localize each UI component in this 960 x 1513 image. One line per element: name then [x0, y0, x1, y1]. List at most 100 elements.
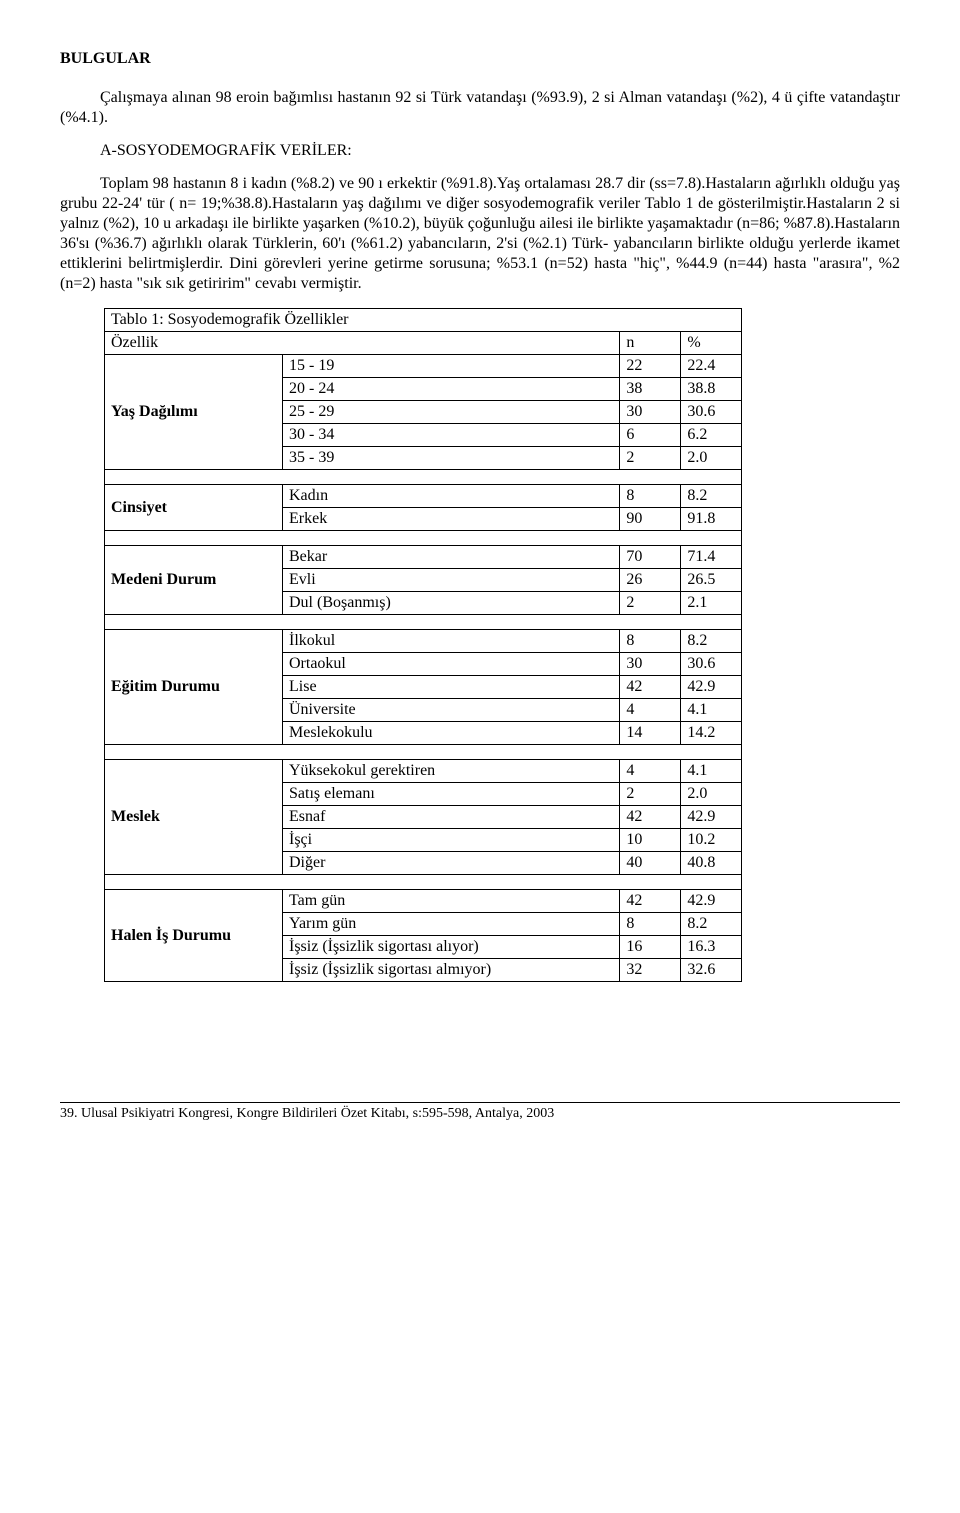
category-cell: Dul (Boşanmış): [283, 592, 620, 615]
group-label: Halen İş Durumu: [105, 890, 283, 982]
n-cell: 30: [620, 401, 681, 424]
paragraph-body: Toplam 98 hastanın 8 i kadın (%8.2) ve 9…: [60, 174, 900, 294]
category-cell: Satış elemanı: [283, 783, 620, 806]
n-cell: 22: [620, 355, 681, 378]
table-row: Eğitim Durumuİlkokul88.2: [105, 630, 742, 653]
pct-cell: 26.5: [681, 569, 742, 592]
table-title: Tablo 1: Sosyodemografik Özellikler: [105, 309, 742, 332]
n-cell: 8: [620, 913, 681, 936]
n-cell: 6: [620, 424, 681, 447]
n-cell: 32: [620, 959, 681, 982]
group-label: Meslek: [105, 760, 283, 875]
table-col-feature: Özellik: [105, 332, 620, 355]
pct-cell: 2.1: [681, 592, 742, 615]
table-row: MeslekYüksekokul gerektiren44.1: [105, 760, 742, 783]
pct-cell: 16.3: [681, 936, 742, 959]
pct-cell: 8.2: [681, 485, 742, 508]
group-label: Yaş Dağılımı: [105, 355, 283, 470]
page-footer: 39. Ulusal Psikiyatri Kongresi, Kongre B…: [60, 1102, 900, 1122]
pct-cell: 32.6: [681, 959, 742, 982]
pct-cell: 91.8: [681, 508, 742, 531]
n-cell: 4: [620, 760, 681, 783]
n-cell: 10: [620, 829, 681, 852]
category-cell: Tam gün: [283, 890, 620, 913]
subsection-heading: A-SOSYODEMOGRAFİK VERİLER:: [60, 142, 900, 160]
n-cell: 16: [620, 936, 681, 959]
category-cell: Erkek: [283, 508, 620, 531]
n-cell: 2: [620, 447, 681, 470]
category-cell: Evli: [283, 569, 620, 592]
n-cell: 2: [620, 783, 681, 806]
table-row: Yaş Dağılımı15 - 192222.4: [105, 355, 742, 378]
category-cell: 20 - 24: [283, 378, 620, 401]
spacer-row: [105, 531, 742, 546]
table-col-n: n: [620, 332, 681, 355]
category-cell: Meslekokulu: [283, 722, 620, 745]
n-cell: 90: [620, 508, 681, 531]
n-cell: 42: [620, 806, 681, 829]
group-label: Medeni Durum: [105, 546, 283, 615]
group-label: Eğitim Durumu: [105, 630, 283, 745]
category-cell: 15 - 19: [283, 355, 620, 378]
category-cell: İşsiz (İşsizlik sigortası alıyor): [283, 936, 620, 959]
pct-cell: 42.9: [681, 806, 742, 829]
spacer-row: [105, 470, 742, 485]
n-cell: 42: [620, 676, 681, 699]
pct-cell: 10.2: [681, 829, 742, 852]
pct-cell: 4.1: [681, 760, 742, 783]
category-cell: 35 - 39: [283, 447, 620, 470]
n-cell: 4: [620, 699, 681, 722]
spacer-row: [105, 615, 742, 630]
pct-cell: 2.0: [681, 783, 742, 806]
category-cell: 30 - 34: [283, 424, 620, 447]
category-cell: Üniversite: [283, 699, 620, 722]
category-cell: 25 - 29: [283, 401, 620, 424]
table-col-pct: %: [681, 332, 742, 355]
n-cell: 2: [620, 592, 681, 615]
spacer-row: [105, 875, 742, 890]
pct-cell: 6.2: [681, 424, 742, 447]
n-cell: 70: [620, 546, 681, 569]
category-cell: Esnaf: [283, 806, 620, 829]
n-cell: 26: [620, 569, 681, 592]
category-cell: Diğer: [283, 852, 620, 875]
group-label: Cinsiyet: [105, 485, 283, 531]
n-cell: 8: [620, 630, 681, 653]
pct-cell: 8.2: [681, 913, 742, 936]
pct-cell: 71.4: [681, 546, 742, 569]
spacer-row: [105, 745, 742, 760]
section-heading: BULGULAR: [60, 50, 900, 68]
category-cell: Kadın: [283, 485, 620, 508]
pct-cell: 4.1: [681, 699, 742, 722]
pct-cell: 42.9: [681, 890, 742, 913]
pct-cell: 30.6: [681, 401, 742, 424]
n-cell: 40: [620, 852, 681, 875]
category-cell: İlkokul: [283, 630, 620, 653]
pct-cell: 38.8: [681, 378, 742, 401]
category-cell: Ortaokul: [283, 653, 620, 676]
n-cell: 30: [620, 653, 681, 676]
n-cell: 42: [620, 890, 681, 913]
pct-cell: 42.9: [681, 676, 742, 699]
pct-cell: 22.4: [681, 355, 742, 378]
category-cell: Yarım gün: [283, 913, 620, 936]
pct-cell: 8.2: [681, 630, 742, 653]
n-cell: 8: [620, 485, 681, 508]
paragraph-intro: Çalışmaya alınan 98 eroin bağımlısı hast…: [60, 88, 900, 128]
table-body: Yaş Dağılımı15 - 192222.420 - 243838.825…: [105, 355, 742, 982]
pct-cell: 30.6: [681, 653, 742, 676]
pct-cell: 14.2: [681, 722, 742, 745]
category-cell: İşçi: [283, 829, 620, 852]
table-row: Halen İş DurumuTam gün4242.9: [105, 890, 742, 913]
category-cell: Bekar: [283, 546, 620, 569]
category-cell: İşsiz (İşsizlik sigortası almıyor): [283, 959, 620, 982]
table-row: CinsiyetKadın88.2: [105, 485, 742, 508]
table-row: Medeni DurumBekar7071.4: [105, 546, 742, 569]
n-cell: 14: [620, 722, 681, 745]
category-cell: Yüksekokul gerektiren: [283, 760, 620, 783]
demographics-table: Tablo 1: Sosyodemografik Özellikler Özel…: [104, 308, 742, 982]
n-cell: 38: [620, 378, 681, 401]
category-cell: Lise: [283, 676, 620, 699]
pct-cell: 2.0: [681, 447, 742, 470]
pct-cell: 40.8: [681, 852, 742, 875]
